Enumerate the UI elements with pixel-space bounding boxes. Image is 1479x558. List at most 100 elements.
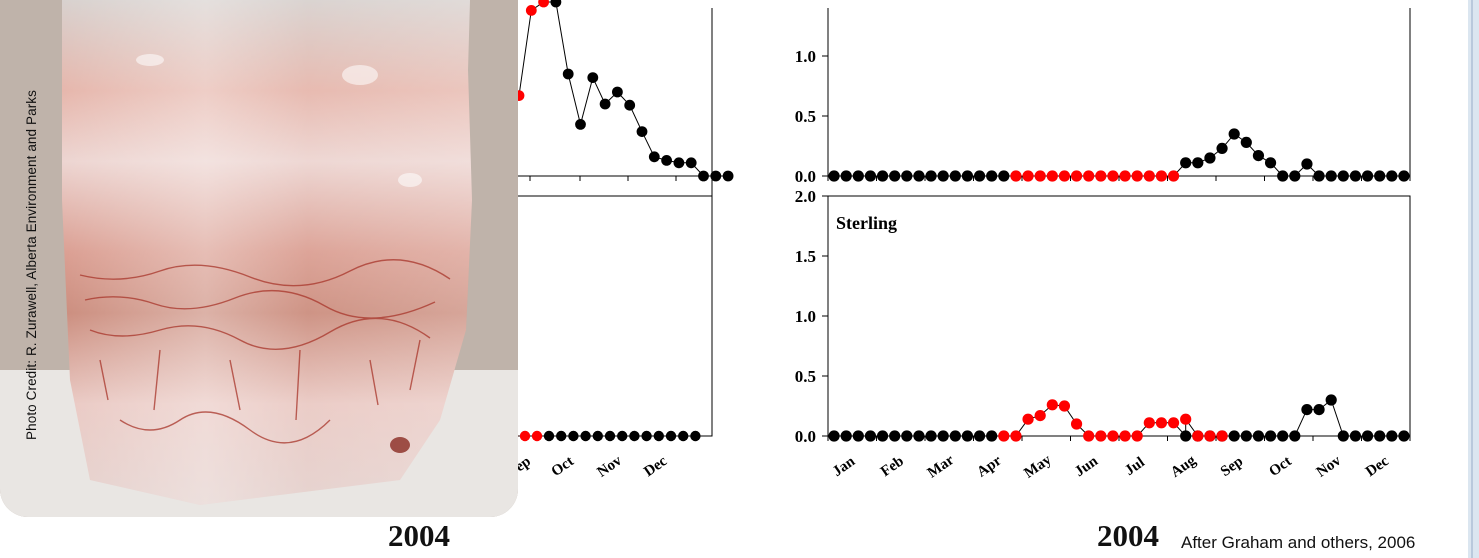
month-label-jan: Jan (830, 453, 859, 480)
data-point (1022, 414, 1033, 425)
left-month-label-oct: Oct (549, 453, 577, 479)
data-point (1204, 430, 1215, 441)
data-point (1156, 417, 1167, 428)
data-point (828, 430, 839, 441)
data-point (865, 430, 876, 441)
data-point (925, 430, 936, 441)
month-label-jul: Jul (1122, 454, 1148, 479)
data-point (1313, 404, 1324, 415)
data-point (526, 5, 537, 16)
data-point (1229, 128, 1240, 139)
data-point (1010, 170, 1021, 181)
data-point (1144, 417, 1155, 428)
data-point (962, 430, 973, 441)
data-point (938, 170, 949, 181)
data-point (1338, 170, 1349, 181)
data-point (1338, 430, 1349, 441)
left-month-label-nov: Nov (595, 452, 626, 480)
data-point (575, 119, 586, 130)
data-point (1168, 170, 1179, 181)
data-point (563, 69, 574, 80)
data-point (678, 431, 688, 441)
data-point (950, 170, 961, 181)
data-point (1083, 430, 1094, 441)
data-point (1313, 170, 1324, 181)
data-point (828, 170, 839, 181)
month-label-jun: Jun (1072, 453, 1102, 480)
data-point (1144, 170, 1155, 181)
data-point (853, 170, 864, 181)
series-line (834, 134, 1404, 176)
data-point (686, 157, 697, 168)
data-point (544, 431, 554, 441)
data-point (1192, 430, 1203, 441)
data-point (690, 431, 700, 441)
y-tick-label: 1.0 (795, 47, 816, 66)
month-label-nov: Nov (1314, 452, 1345, 480)
data-point (877, 430, 888, 441)
data-point (1386, 430, 1397, 441)
y-tick-label: 0.0 (795, 427, 816, 446)
data-point (1301, 158, 1312, 169)
year-label-left: 2004 (388, 518, 450, 554)
panel-title: Sterling (836, 213, 897, 233)
data-point (865, 170, 876, 181)
data-point (1047, 399, 1058, 410)
right-edge-line (1471, 0, 1473, 558)
data-point (1156, 170, 1167, 181)
data-point (661, 155, 672, 166)
data-point (998, 170, 1009, 181)
data-point (1241, 137, 1252, 148)
data-point (654, 431, 664, 441)
data-point (637, 126, 648, 137)
data-point (1277, 430, 1288, 441)
data-point (877, 170, 888, 181)
plot-frame (828, 0, 1410, 176)
data-point (913, 170, 924, 181)
data-point (889, 430, 900, 441)
data-point (1277, 170, 1288, 181)
data-point (1059, 170, 1070, 181)
y-tick-label: 0.5 (795, 367, 816, 386)
data-point (1241, 430, 1252, 441)
data-point (600, 99, 611, 110)
data-point (1022, 170, 1033, 181)
panel-top: 0.0 0.5 1.0 (795, 0, 1410, 186)
data-point (532, 431, 542, 441)
y-tick-label: 0.0 (795, 167, 816, 186)
data-point (938, 430, 949, 441)
month-label-dec: Dec (1363, 453, 1392, 480)
left-partial-panels: Sep Oct Nov Dec (494, 0, 733, 481)
y-tick-label: 0.5 (795, 107, 816, 126)
ice-core-photo: Photo Credit: R. Zurawell, Alberta Envir… (0, 0, 518, 517)
data-point (1180, 414, 1191, 425)
right-edge-strip (1468, 0, 1479, 558)
data-point (1301, 404, 1312, 415)
right-panels: 0.00.51.00.00.51.01.52.0SterlingJan Feb Ma… (795, 0, 1410, 482)
data-point (1362, 170, 1373, 181)
data-point (1229, 430, 1240, 441)
data-point (1289, 430, 1300, 441)
left-month-label-dec: Dec (641, 453, 670, 480)
data-point (1010, 430, 1021, 441)
data-point (520, 431, 530, 441)
left-bottom-frame (494, 196, 712, 436)
data-point (986, 170, 997, 181)
data-point (998, 430, 1009, 441)
data-point (1374, 170, 1385, 181)
data-point (950, 430, 961, 441)
data-point (1326, 170, 1337, 181)
data-point (1132, 170, 1143, 181)
data-point (1180, 157, 1191, 168)
data-point (1398, 430, 1409, 441)
month-label-feb: Feb (878, 453, 907, 480)
data-point (1216, 430, 1227, 441)
data-point (1374, 430, 1385, 441)
data-point (901, 170, 912, 181)
y-tick-label: 1.5 (795, 247, 816, 266)
data-point (674, 157, 685, 168)
month-label-mar: Mar (925, 452, 958, 482)
data-point (913, 430, 924, 441)
data-point (1204, 152, 1215, 163)
month-label-aug: Aug (1168, 452, 1199, 481)
